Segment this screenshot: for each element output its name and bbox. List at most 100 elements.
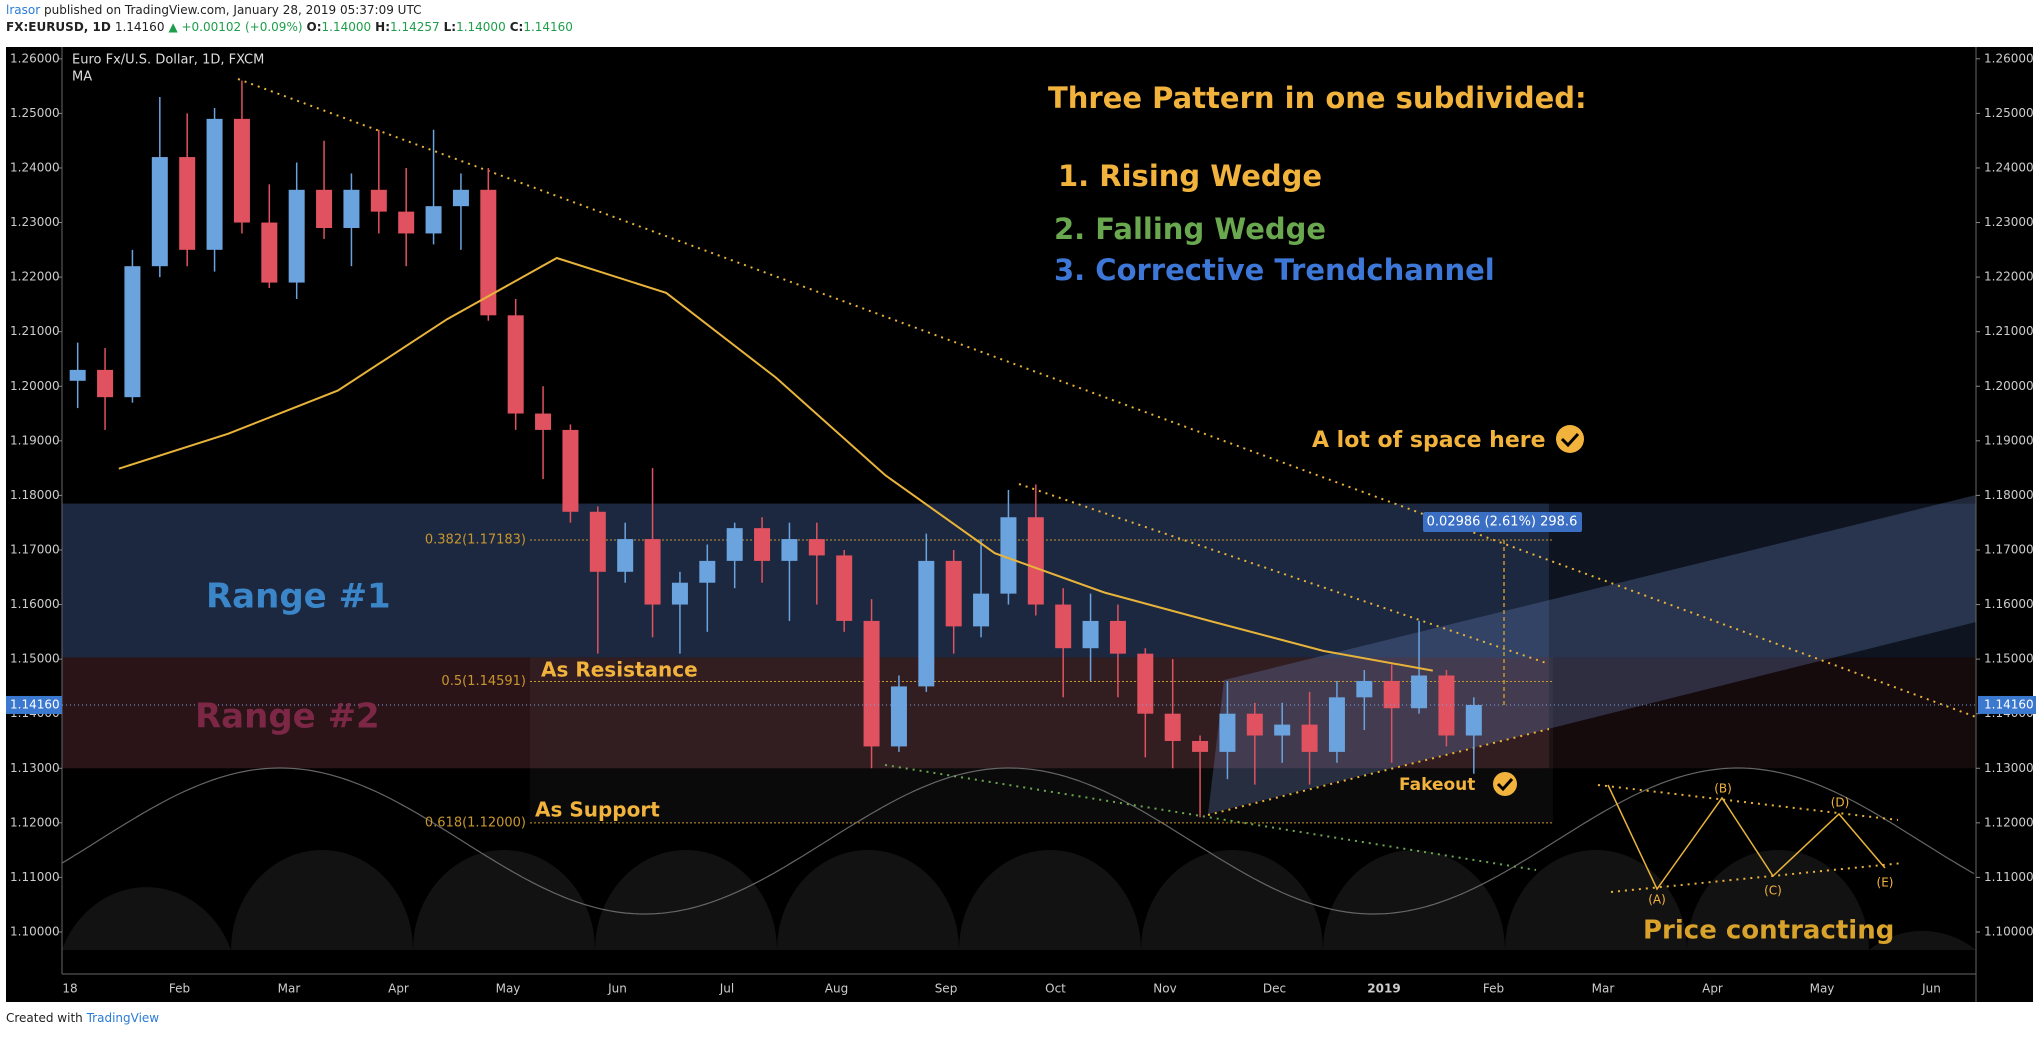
x-tick-label: Mar <box>278 982 301 996</box>
ohlc: O:1.14000 H:1.14257 L:1.14000 C:1.14160 <box>307 20 577 34</box>
y-tick-label: 1.13000 <box>10 761 60 775</box>
y-tick-label: 1.10000 <box>1984 924 2034 938</box>
measure-label: 0.02986 (2.61%) 298.6 <box>1427 515 1578 530</box>
candle-body <box>452 189 469 207</box>
candle-body <box>671 582 688 605</box>
x-tick-label: May <box>1810 982 1835 996</box>
y-tick-label: 1.25000 <box>10 106 60 120</box>
candle-body <box>808 539 825 556</box>
candle-body <box>781 539 798 561</box>
check-icon <box>1556 425 1584 453</box>
last-price: 1.14160 <box>114 20 165 34</box>
candle-body <box>1219 713 1236 752</box>
candle-body <box>726 528 743 561</box>
y-tick-label: 1.21000 <box>10 324 60 338</box>
y-tick-label: 1.20000 <box>1984 379 2034 393</box>
publish-line: lrasor published on TradingView.com, Jan… <box>6 2 581 19</box>
wave-label: (A) <box>1648 893 1666 907</box>
candle-body <box>1109 620 1126 654</box>
candle-body <box>1383 680 1400 709</box>
candle-body <box>69 369 86 381</box>
candle-body <box>507 315 524 414</box>
annotation: Range #2 <box>195 697 380 737</box>
candle-body <box>617 539 634 572</box>
candle-body <box>398 211 415 234</box>
candle-body <box>97 369 114 398</box>
y-tick-label: 1.22000 <box>1984 270 2034 284</box>
annotation: Fakeout <box>1399 775 1475 795</box>
y-tick-label: 1.21000 <box>1984 324 2034 338</box>
x-tick-label: Apr <box>1702 982 1723 996</box>
change: ▲ +0.00102 (+0.09%) <box>168 20 303 34</box>
y-tick-label: 1.24000 <box>1984 160 2034 174</box>
y-tick-label: 1.12000 <box>10 815 60 829</box>
x-tick-label: Jul <box>719 982 734 996</box>
candle-body <box>699 560 716 583</box>
y-tick-label: 1.19000 <box>1984 433 2034 447</box>
candle-body <box>425 206 442 234</box>
ohlc-label: L: <box>443 20 457 34</box>
wedge-lower-line <box>1207 728 1550 816</box>
candle-body <box>343 189 360 228</box>
cycle-arc <box>62 887 231 950</box>
candle-body <box>151 157 168 267</box>
trend-channel <box>1208 495 1976 814</box>
x-tick-label: Oct <box>1045 982 1066 996</box>
candle-body <box>179 157 196 250</box>
downtrend-line <box>237 78 1977 718</box>
x-tick-label: Dec <box>1263 982 1286 996</box>
symbol: FX:EURUSD, 1D <box>6 20 111 34</box>
wave-label: (E) <box>1877 876 1894 890</box>
footer: Created with TradingView <box>6 1011 159 1025</box>
candle-body <box>1082 620 1099 649</box>
y-tick-label: 1.11000 <box>1984 870 2034 884</box>
y-tick-label: 1.20000 <box>10 379 60 393</box>
y-tick-label: 1.11000 <box>10 870 60 884</box>
candle-body <box>316 189 333 228</box>
x-tick-label: Jun <box>1921 982 1941 996</box>
candle-body <box>370 189 387 212</box>
fib-label: 0.382(1.17183) <box>425 532 526 547</box>
range-zone-ext <box>1549 503 1976 658</box>
price-tag-label: 1.14160 <box>1984 697 2034 711</box>
x-tick-label: Feb <box>1483 982 1504 996</box>
contracting-upper <box>1597 784 1899 821</box>
candle-body <box>1164 713 1181 741</box>
fib-label: 0.5(1.14591) <box>441 674 526 689</box>
candle-body <box>1192 740 1209 752</box>
y-tick-label: 1.17000 <box>10 542 60 556</box>
y-tick-label: 1.26000 <box>1984 51 2034 65</box>
candle-body <box>1137 653 1154 714</box>
cycle-arc <box>1323 850 1505 950</box>
cycle-arc <box>777 850 959 950</box>
price-tag <box>6 695 62 714</box>
wave-label: (B) <box>1714 782 1732 796</box>
annotation: As Support <box>535 798 660 822</box>
candle-body <box>480 189 497 316</box>
author[interactable]: lrasor <box>6 3 41 17</box>
x-tick-label: Sep <box>935 982 958 996</box>
candle-body <box>1000 517 1017 594</box>
y-tick-label: 1.22000 <box>10 270 60 284</box>
x-tick-label: Apr <box>388 982 409 996</box>
candle-body <box>261 222 278 283</box>
candle-body <box>1438 675 1455 736</box>
candle-body <box>918 560 935 687</box>
footer-brand[interactable]: TradingView <box>86 1011 160 1025</box>
cycle-arc <box>959 850 1141 950</box>
decorations <box>61 503 1976 950</box>
y-tick-label: 1.19000 <box>10 433 60 447</box>
candle-body <box>890 686 907 747</box>
ma-line <box>118 256 1433 672</box>
x-tick-label: 18 <box>62 982 77 996</box>
x-tick-label: Feb <box>169 982 190 996</box>
annotation: Three Pattern in one subdivided: <box>1048 81 1587 115</box>
annotation: 2. Falling Wedge <box>1054 212 1326 246</box>
y-tick-label: 1.23000 <box>1984 215 2034 229</box>
candle-body <box>644 539 661 605</box>
candle-body <box>1411 675 1428 709</box>
x-tick-label: Mar <box>1592 982 1615 996</box>
annotation: 1. Rising Wedge <box>1058 159 1322 193</box>
y-tick-label: 1.15000 <box>10 652 60 666</box>
chart-title: Euro Fx/U.S. Dollar, 1D, FXCM <box>72 53 264 68</box>
